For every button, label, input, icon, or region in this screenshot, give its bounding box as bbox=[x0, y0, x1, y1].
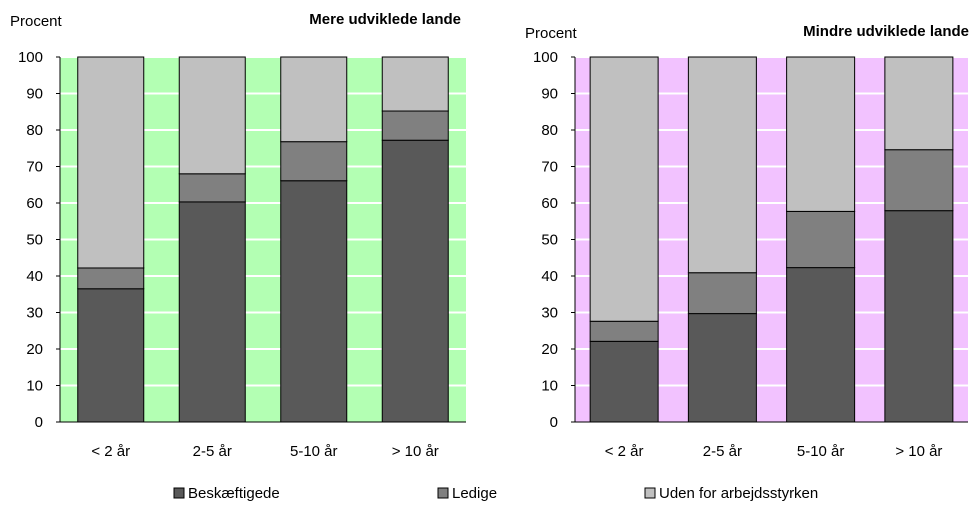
y-tick-label: 100 bbox=[533, 49, 558, 66]
x-tick-label: 2-5 år bbox=[193, 443, 232, 460]
legend-label-unemployed: Ledige bbox=[452, 485, 497, 502]
bar-ledige-2 bbox=[178, 173, 246, 203]
y-tick-label: 80 bbox=[26, 122, 43, 139]
y-axis-label: Procent bbox=[525, 25, 578, 42]
legend-label-outside-labour-force: Uden for arbejdsstyrken bbox=[659, 485, 818, 502]
y-tick-label: 50 bbox=[26, 232, 43, 249]
bar-ledige-2 bbox=[687, 272, 757, 315]
y-tick-label: 50 bbox=[541, 232, 558, 249]
y-tick-label: 40 bbox=[541, 268, 558, 285]
x-tick-label: 2-5 år bbox=[703, 443, 742, 460]
bar-uden-for-arbejdsstyrken-4 bbox=[884, 56, 954, 151]
bar-ledige-3 bbox=[280, 141, 348, 182]
x-tick-labels: < 2 år 2-5 år 5-10 år > 10 år bbox=[605, 443, 943, 460]
y-axis-label: Procent bbox=[10, 13, 63, 30]
bar-beskæftigede-4 bbox=[381, 139, 449, 423]
bar-beskæftigede-2 bbox=[687, 313, 757, 423]
bar-uden-for-arbejdsstyrken-1 bbox=[589, 56, 659, 322]
chart-title: Mindre udviklede lande bbox=[803, 23, 969, 40]
bar-ledige-4 bbox=[381, 110, 449, 141]
x-tick-label: > 10 år bbox=[392, 443, 439, 460]
y-tick-labels: 0 10 20 30 40 50 60 70 80 90 100 bbox=[18, 49, 60, 431]
y-tick-label: 80 bbox=[541, 122, 558, 139]
x-tick-label: < 2 år bbox=[605, 443, 644, 460]
y-tick-label: 20 bbox=[26, 341, 43, 358]
y-tick-label: 40 bbox=[26, 268, 43, 285]
bar-beskæftigede-3 bbox=[786, 267, 856, 423]
legend-item-employed: Beskæftigede bbox=[173, 485, 280, 502]
bar-ledige-3 bbox=[786, 210, 856, 269]
y-tick-label: 0 bbox=[550, 414, 558, 431]
legend-swatch-employed bbox=[173, 487, 185, 499]
bar-ledige-1 bbox=[77, 267, 145, 290]
x-tick-label: 5-10 år bbox=[290, 443, 338, 460]
chart-panel-less-developed: 0 10 20 30 40 50 60 70 80 90 100 < 2 år 2-5 år 5-10 … bbox=[525, 23, 969, 460]
y-tick-label: 10 bbox=[26, 378, 43, 395]
chart-panel-developed: 0 10 20 30 40 50 60 70 80 90 100 < 2 år 2-5 år 5-10 … bbox=[10, 11, 466, 460]
bars bbox=[77, 56, 449, 423]
legend-label-employed: Beskæftigede bbox=[188, 485, 280, 502]
legend-swatch-outside-labour-force bbox=[644, 487, 656, 499]
y-tick-label: 100 bbox=[18, 49, 43, 66]
chart-title: Mere udviklede lande bbox=[309, 11, 461, 28]
y-tick-label: 90 bbox=[541, 86, 558, 103]
bar-uden-for-arbejdsstyrken-3 bbox=[786, 56, 856, 212]
x-tick-label: 5-10 år bbox=[797, 443, 845, 460]
y-tick-label: 70 bbox=[541, 159, 558, 176]
bar-uden-for-arbejdsstyrken-2 bbox=[687, 56, 757, 274]
bar-uden-for-arbejdsstyrken-2 bbox=[178, 56, 246, 175]
y-tick-label: 10 bbox=[541, 378, 558, 395]
bars bbox=[589, 56, 954, 423]
bar-ledige-1 bbox=[589, 320, 659, 342]
x-tick-label: < 2 år bbox=[91, 443, 130, 460]
legend: Beskæftigede Ledige Uden for arbejdsstyr… bbox=[173, 485, 818, 502]
x-tick-labels: < 2 år 2-5 år 5-10 år > 10 år bbox=[91, 443, 438, 460]
bar-uden-for-arbejdsstyrken-3 bbox=[280, 56, 348, 143]
bar-beskæftigede-2 bbox=[178, 201, 246, 423]
legend-item-unemployed: Ledige bbox=[437, 485, 497, 502]
y-tick-label: 20 bbox=[541, 341, 558, 358]
y-tick-label: 30 bbox=[26, 305, 43, 322]
bar-beskæftigede-3 bbox=[280, 180, 348, 423]
y-tick-label: 70 bbox=[26, 159, 43, 176]
y-tick-label: 0 bbox=[35, 414, 43, 431]
bar-beskæftigede-1 bbox=[77, 288, 145, 423]
bar-beskæftigede-1 bbox=[589, 340, 659, 423]
y-tick-label: 90 bbox=[26, 86, 43, 103]
legend-item-outside-labour-force: Uden for arbejdsstyrken bbox=[644, 485, 818, 502]
bar-beskæftigede-4 bbox=[884, 210, 954, 423]
bar-uden-for-arbejdsstyrken-4 bbox=[381, 56, 449, 112]
y-tick-label: 60 bbox=[541, 195, 558, 212]
bar-ledige-4 bbox=[884, 149, 954, 212]
y-tick-label: 60 bbox=[26, 195, 43, 212]
bar-uden-for-arbejdsstyrken-1 bbox=[77, 56, 145, 269]
y-tick-label: 30 bbox=[541, 305, 558, 322]
legend-swatch-unemployed bbox=[437, 487, 449, 499]
x-tick-label: > 10 år bbox=[895, 443, 942, 460]
y-tick-labels: 0 10 20 30 40 50 60 70 80 90 100 bbox=[533, 49, 575, 431]
